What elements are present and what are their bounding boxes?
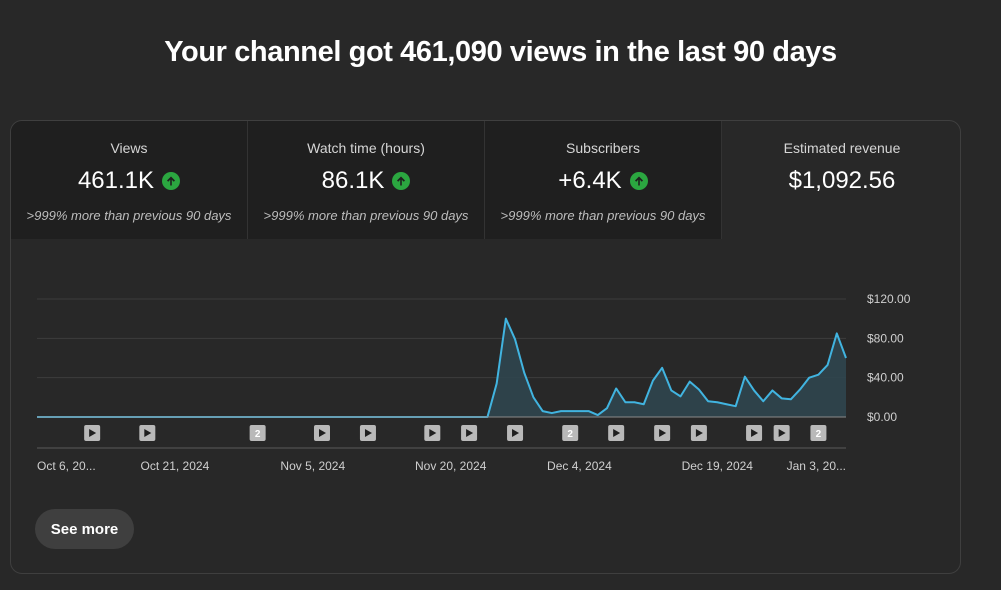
tab-estimated-revenue[interactable]: Estimated revenue $1,092.56 bbox=[722, 121, 960, 239]
tab-watch-time[interactable]: Watch time (hours) 86.1K >999% more than… bbox=[248, 121, 485, 239]
video-marker bbox=[249, 425, 266, 441]
x-tick-label: Jan 3, 20... bbox=[787, 459, 846, 473]
tab-title: Estimated revenue bbox=[783, 140, 901, 156]
y-tick-label: $40.00 bbox=[867, 371, 904, 385]
tab-change: >999% more than previous 90 days bbox=[26, 208, 232, 223]
x-tick-label: Nov 5, 2024 bbox=[280, 459, 345, 473]
play-icon bbox=[429, 429, 437, 437]
play-icon bbox=[659, 429, 667, 437]
tab-value: $1,092.56 bbox=[788, 167, 896, 194]
y-tick-label: $120.00 bbox=[867, 292, 911, 306]
tab-change: >999% more than previous 90 days bbox=[500, 208, 706, 223]
video-marker-count: 2 bbox=[567, 429, 573, 440]
video-marker-count: 2 bbox=[816, 429, 822, 440]
revenue-chart-svg: $120.00 $80.00 $40.00 $0.00 2 2 2 Oct 6, 20... O… bbox=[37, 292, 911, 473]
tab-value: 461.1K bbox=[77, 167, 155, 194]
play-icon bbox=[318, 429, 326, 437]
x-tick-label: Oct 6, 20... bbox=[37, 459, 96, 473]
play-icon bbox=[144, 429, 152, 437]
arrow-up-icon bbox=[629, 172, 648, 190]
video-marker bbox=[562, 425, 579, 441]
revenue-chart: $120.00 $80.00 $40.00 $0.00 2 2 2 Oct 6, 20... O… bbox=[11, 239, 960, 479]
play-icon bbox=[512, 429, 520, 437]
arrow-up-icon bbox=[392, 172, 411, 190]
revenue-line bbox=[37, 317, 847, 418]
play-icon bbox=[778, 429, 786, 437]
y-tick-label: $0.00 bbox=[867, 410, 897, 424]
play-icon bbox=[613, 429, 621, 437]
tab-value: 86.1K bbox=[321, 167, 385, 194]
tab-value: +6.4K bbox=[558, 167, 622, 194]
play-icon bbox=[751, 429, 759, 437]
metric-tabs: Views 461.1K >999% more than previous 90… bbox=[11, 121, 960, 239]
tab-views[interactable]: Views 461.1K >999% more than previous 90… bbox=[11, 121, 248, 239]
arrow-up-icon bbox=[162, 172, 181, 190]
play-icon bbox=[695, 429, 703, 437]
video-marker bbox=[810, 425, 827, 441]
x-tick-label: Nov 20, 2024 bbox=[415, 459, 487, 473]
analytics-card: Views 461.1K >999% more than previous 90… bbox=[10, 120, 961, 574]
tab-change: >999% more than previous 90 days bbox=[263, 208, 469, 223]
page-title: Your channel got 461,090 views in the la… bbox=[164, 36, 837, 68]
x-tick-label: Dec 19, 2024 bbox=[682, 459, 754, 473]
play-icon bbox=[466, 429, 474, 437]
tab-title: Watch time (hours) bbox=[307, 140, 425, 156]
play-icon bbox=[364, 429, 372, 437]
see-more-button[interactable]: See more bbox=[35, 509, 134, 549]
revenue-area bbox=[37, 318, 846, 417]
y-tick-label: $80.00 bbox=[867, 331, 904, 345]
tab-title: Views bbox=[110, 140, 148, 156]
tab-title: Subscribers bbox=[566, 140, 640, 156]
x-tick-label: Dec 4, 2024 bbox=[547, 459, 612, 473]
video-marker-count: 2 bbox=[255, 429, 261, 440]
tab-subscribers[interactable]: Subscribers +6.4K >999% more than previo… bbox=[485, 121, 722, 239]
x-tick-label: Oct 21, 2024 bbox=[141, 459, 210, 473]
play-icon bbox=[89, 429, 97, 437]
